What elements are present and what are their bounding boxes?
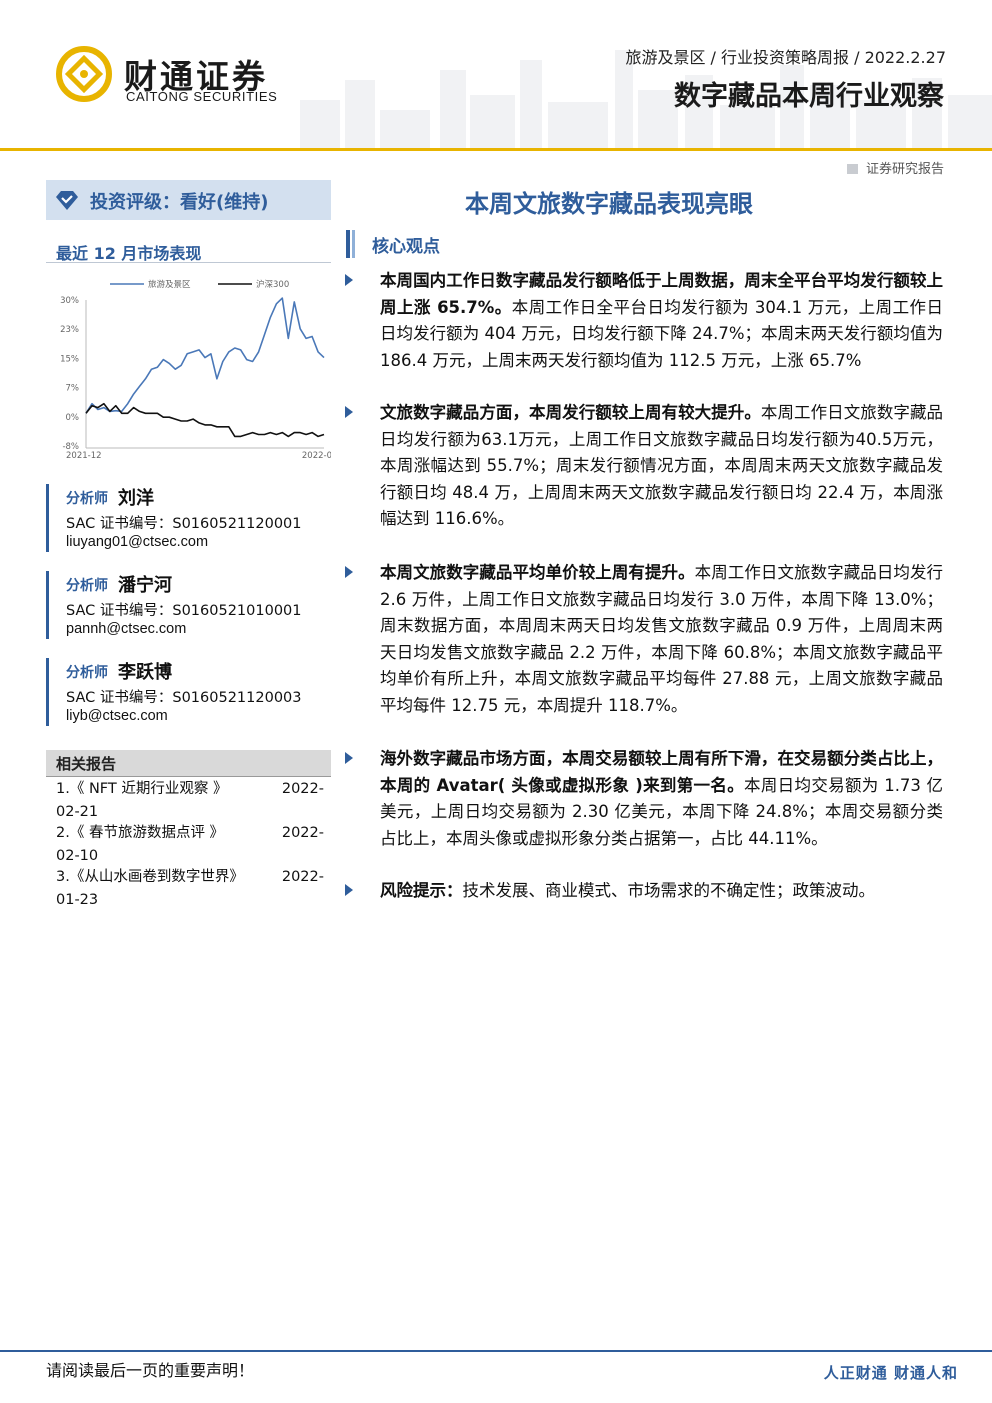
bullet-arrow-icon: [345, 566, 353, 578]
series-line-hs300: [85, 402, 325, 438]
legend-label: 沪深300: [256, 279, 289, 290]
rating-box: 投资评级：看好(维持): [46, 180, 331, 220]
document-type-label: 证券研究报告: [865, 162, 944, 177]
key-point-lead: 海外数字藏品市场方面，本周交易额较上周有所下滑，在交易额分类占比上，本周的 Av…: [380, 749, 943, 795]
analyst-card: 分析师 李跃博 SAC 证书编号：S0160521120003 liyb@cts…: [46, 658, 331, 728]
key-point: 本周文旅数字藏品平均单价较上周有提升。本周工作日文旅数字藏品日均发行 2.6 万…: [380, 560, 943, 719]
caitong-logo-icon: [56, 46, 112, 102]
logo-chinese-name: 财通证券: [124, 57, 268, 96]
y-tick-label: -8%: [62, 442, 79, 452]
related-report-item[interactable]: 1.《 NFT 近期行业观察 》 2022- 02-21: [56, 778, 324, 824]
related-reports-title: 相关报告: [56, 755, 117, 773]
analyst-name: 潘宁河: [118, 575, 172, 596]
core-views-title: 核心观点: [372, 237, 440, 257]
related-report-date: 2022-: [281, 781, 324, 797]
analyst-name: 刘洋: [118, 488, 154, 509]
analyst-accent-bar: [46, 484, 49, 552]
report-meta: 旅游及景区 / 行业投资策略周报 / 2022.2.27: [625, 48, 946, 67]
key-point: 海外数字藏品市场方面，本周交易额较上周有所下滑，在交易额分类占比上，本周的 Av…: [380, 746, 943, 852]
key-point-lead: 本周文旅数字藏品平均单价较上周有提升。: [380, 563, 695, 582]
key-point: 本周国内工作日数字藏品发行额略低于上周数据，周末全平台平均发行额较上周上涨 65…: [380, 268, 943, 374]
x-tick-label: 2022-0: [302, 451, 331, 461]
related-reports-divider: [46, 776, 331, 777]
market-performance-title: 最近 12 月市场表现: [56, 244, 202, 263]
analyst-email[interactable]: pannh@ctsec.com: [66, 621, 187, 637]
doc-type-square-icon: [846, 164, 858, 174]
related-reports-header: 相关报告: [46, 750, 331, 776]
analyst-sac-number: SAC 证书编号：S0160521120003: [66, 690, 302, 706]
disclaimer-notice[interactable]: 请阅读最后一页的重要声明！: [46, 1361, 255, 1380]
y-tick-label: 30%: [60, 296, 79, 306]
city-skyline-watermark: [300, 50, 992, 148]
y-tick-label: 15%: [60, 354, 79, 364]
analyst-role: 分析师: [66, 578, 108, 594]
key-point-body: 技术发展、商业模式、市场需求的不确定性；政策波动。: [462, 881, 876, 900]
key-point: 文旅数字藏品方面，本周发行额较上周有较大提升。本周工作日文旅数字藏品日均发行额为…: [380, 400, 943, 533]
analyst-accent-bar: [46, 658, 49, 726]
core-title-accent: [346, 230, 350, 258]
bullet-arrow-icon: [345, 274, 353, 286]
analyst-email[interactable]: liuyang01@ctsec.com: [66, 534, 209, 550]
core-title-accent-light: [352, 230, 355, 258]
analyst-sac-number: SAC 证书编号：S0160521010001: [66, 603, 302, 619]
legend-label: 旅游及景区: [148, 279, 191, 290]
related-report-item[interactable]: 2.《 春节旅游数据点评 》 2022- 02-10: [56, 822, 324, 868]
series-line-tourism: [85, 297, 325, 414]
related-report-item[interactable]: 3.《从山水画卷到数字世界》 2022- 01-23: [56, 866, 324, 912]
bullet-arrow-icon: [345, 752, 353, 764]
analyst-email[interactable]: liyb@ctsec.com: [66, 708, 168, 724]
key-point-body: 本周日均交易额为 1.73 亿美元，上周日均交易额为 2.30 亿美元，本周下降…: [380, 775, 943, 848]
y-tick-label: 7%: [66, 384, 80, 394]
footer-slogan: 人正财通 财通人和: [823, 1364, 958, 1382]
analyst-card: 分析师 刘洋 SAC 证书编号：S0160521120001 liuyang01…: [46, 484, 331, 554]
analyst-name: 李跃博: [118, 662, 172, 683]
x-tick-label: 2021-12: [66, 451, 102, 461]
y-tick-label: 0%: [66, 413, 80, 423]
document-type: 证券研究报告: [846, 158, 944, 177]
analyst-accent-bar: [46, 571, 49, 639]
logo-english-name: CAITONG SECURITIES: [126, 89, 278, 104]
key-point-body: 本周工作日全平台日均发行额为 304.1 万元，上周工作日日均发行额为 404 …: [380, 297, 943, 370]
related-report-date-cont: 02-21: [56, 804, 99, 820]
key-point-body: 本周工作日文旅数字藏品日均发行 2.6 万件，上周工作日文旅数字藏品日均发行 3…: [380, 563, 944, 715]
y-tick-label: 23%: [60, 325, 79, 335]
analyst-card: 分析师 潘宁河 SAC 证书编号：S0160521010001 pannh@ct…: [46, 571, 331, 641]
key-point-lead: 文旅数字藏品方面，本周发行额较上周有较大提升。: [380, 403, 761, 422]
market-title-divider: [46, 262, 331, 263]
footer-divider: [0, 1350, 992, 1352]
related-report-title[interactable]: 3.《从山水画卷到数字世界》: [56, 869, 244, 885]
related-report-title[interactable]: 2.《 春节旅游数据点评 》: [56, 825, 225, 841]
investment-rating: 投资评级：看好(维持): [90, 192, 269, 213]
page-header: 财通证券 CAITONG SECURITIES 旅游及景区 / 行业投资策略周报…: [0, 0, 992, 152]
key-point-lead: 本周国内工作日数字藏品发行额略低于上周数据，周末全平台平均发行额较上周上涨 65…: [380, 271, 943, 317]
report-headline: 本周文旅数字藏品表现亮眼: [465, 190, 753, 218]
bullet-arrow-icon: [345, 884, 353, 896]
related-report-date: 2022-: [281, 825, 324, 841]
analyst-role: 分析师: [66, 665, 108, 681]
analyst-sac-number: SAC 证书编号：S0160521120001: [66, 516, 302, 532]
key-point-lead: 风险提示：: [380, 881, 463, 900]
related-report-title[interactable]: 1.《 NFT 近期行业观察 》: [56, 781, 228, 797]
related-report-date-cont: 01-23: [56, 892, 99, 908]
related-report-date: 2022-: [281, 869, 324, 885]
bullet-arrow-icon: [345, 406, 353, 418]
key-point: 风险提示：技术发展、商业模式、市场需求的不确定性；政策波动。: [380, 878, 943, 905]
diamond-check-icon: [56, 191, 78, 210]
market-performance-chart: 旅游及景区 沪深300 30% 23% 15% 7% 0% -8%2021-12 2022-0: [60, 279, 331, 461]
analyst-role: 分析师: [66, 491, 108, 507]
related-report-date-cont: 02-10: [56, 848, 99, 864]
key-point-body: 本周工作日文旅数字藏品日均发行额为63.1万元，上周工作日文旅数字藏品日均发行额…: [380, 403, 944, 528]
header-divider: [0, 148, 992, 151]
report-series-title: 数字藏品本周行业观察: [674, 81, 944, 112]
